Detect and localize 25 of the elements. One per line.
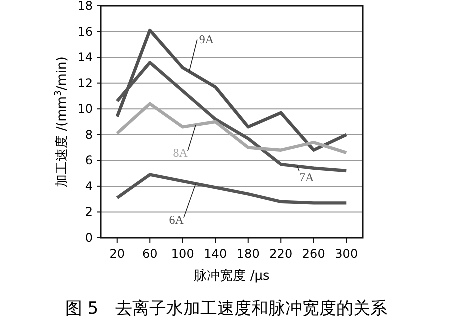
y-tick-label: 16 (78, 24, 93, 39)
x-tick-label: 300 (335, 247, 358, 261)
text: 6A (169, 212, 184, 227)
y-tick-label: 6 (85, 154, 93, 168)
x-tick-label: 140 (204, 247, 228, 261)
x-tick-label: 260 (302, 247, 326, 261)
x-tick-label: 100 (171, 247, 194, 261)
y-tick-label: 2 (85, 205, 93, 220)
text: 9A (199, 32, 214, 47)
x-tick-label: 220 (270, 247, 293, 261)
y-tick-label: 8 (85, 128, 93, 142)
x-axis-title: 脉冲宽度 /μs (194, 268, 270, 284)
text: 图 5 去离子水加工速度和脉冲宽度的关系 (65, 299, 388, 319)
y-tick-label: 18 (78, 0, 93, 13)
series-label: 8A (173, 146, 188, 160)
x-tick-label: 60 (142, 247, 158, 261)
y-tick-label: 14 (78, 50, 93, 65)
line-series (116, 173, 348, 205)
x-tick-label: 180 (236, 247, 260, 261)
y-tick-label: 10 (78, 102, 93, 116)
y-tick-label: 4 (85, 179, 93, 194)
y-tick-label: 12 (78, 76, 93, 90)
x-tick-label: 20 (110, 247, 126, 261)
y-tick-label: 0 (85, 231, 93, 245)
series-label: 7A (300, 170, 314, 184)
